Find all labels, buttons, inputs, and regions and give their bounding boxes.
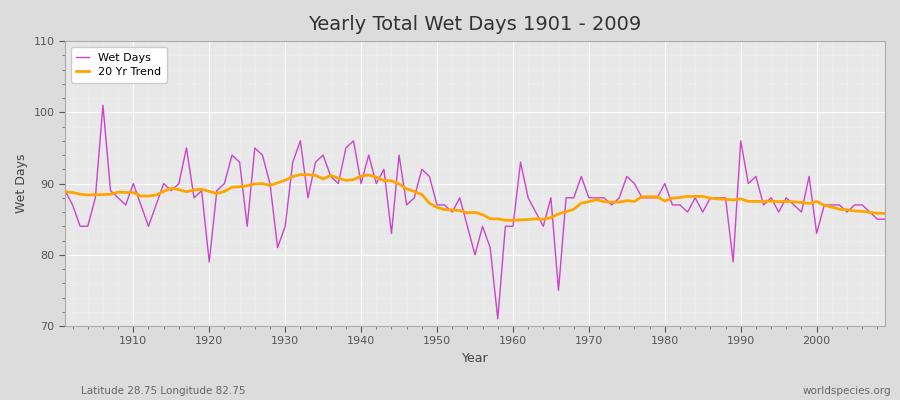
- 20 Yr Trend: [523, 217, 534, 222]
- Wet Days: [97, 103, 108, 108]
- Line: Wet Days: Wet Days: [65, 105, 885, 319]
- Wet Days: [614, 196, 625, 200]
- Wet Days: [515, 160, 526, 165]
- Wet Days: [492, 316, 503, 321]
- Wet Days: [340, 146, 351, 150]
- 20 Yr Trend: [879, 211, 890, 216]
- Wet Days: [59, 188, 70, 193]
- 20 Yr Trend: [295, 172, 306, 177]
- Line: 20 Yr Trend: 20 Yr Trend: [65, 175, 885, 220]
- X-axis label: Year: Year: [462, 352, 489, 365]
- Text: Latitude 28.75 Longitude 82.75: Latitude 28.75 Longitude 82.75: [81, 386, 246, 396]
- Wet Days: [879, 217, 890, 222]
- Wet Days: [523, 196, 534, 200]
- 20 Yr Trend: [500, 218, 511, 223]
- 20 Yr Trend: [340, 178, 351, 183]
- 20 Yr Trend: [287, 174, 298, 179]
- 20 Yr Trend: [121, 190, 131, 195]
- Wet Days: [128, 181, 139, 186]
- 20 Yr Trend: [515, 218, 526, 222]
- 20 Yr Trend: [614, 200, 625, 204]
- 20 Yr Trend: [59, 189, 70, 194]
- Y-axis label: Wet Days: Wet Days: [15, 154, 28, 213]
- Text: worldspecies.org: worldspecies.org: [803, 386, 891, 396]
- Title: Yearly Total Wet Days 1901 - 2009: Yearly Total Wet Days 1901 - 2009: [309, 15, 642, 34]
- Wet Days: [295, 138, 306, 143]
- Legend: Wet Days, 20 Yr Trend: Wet Days, 20 Yr Trend: [70, 47, 167, 83]
